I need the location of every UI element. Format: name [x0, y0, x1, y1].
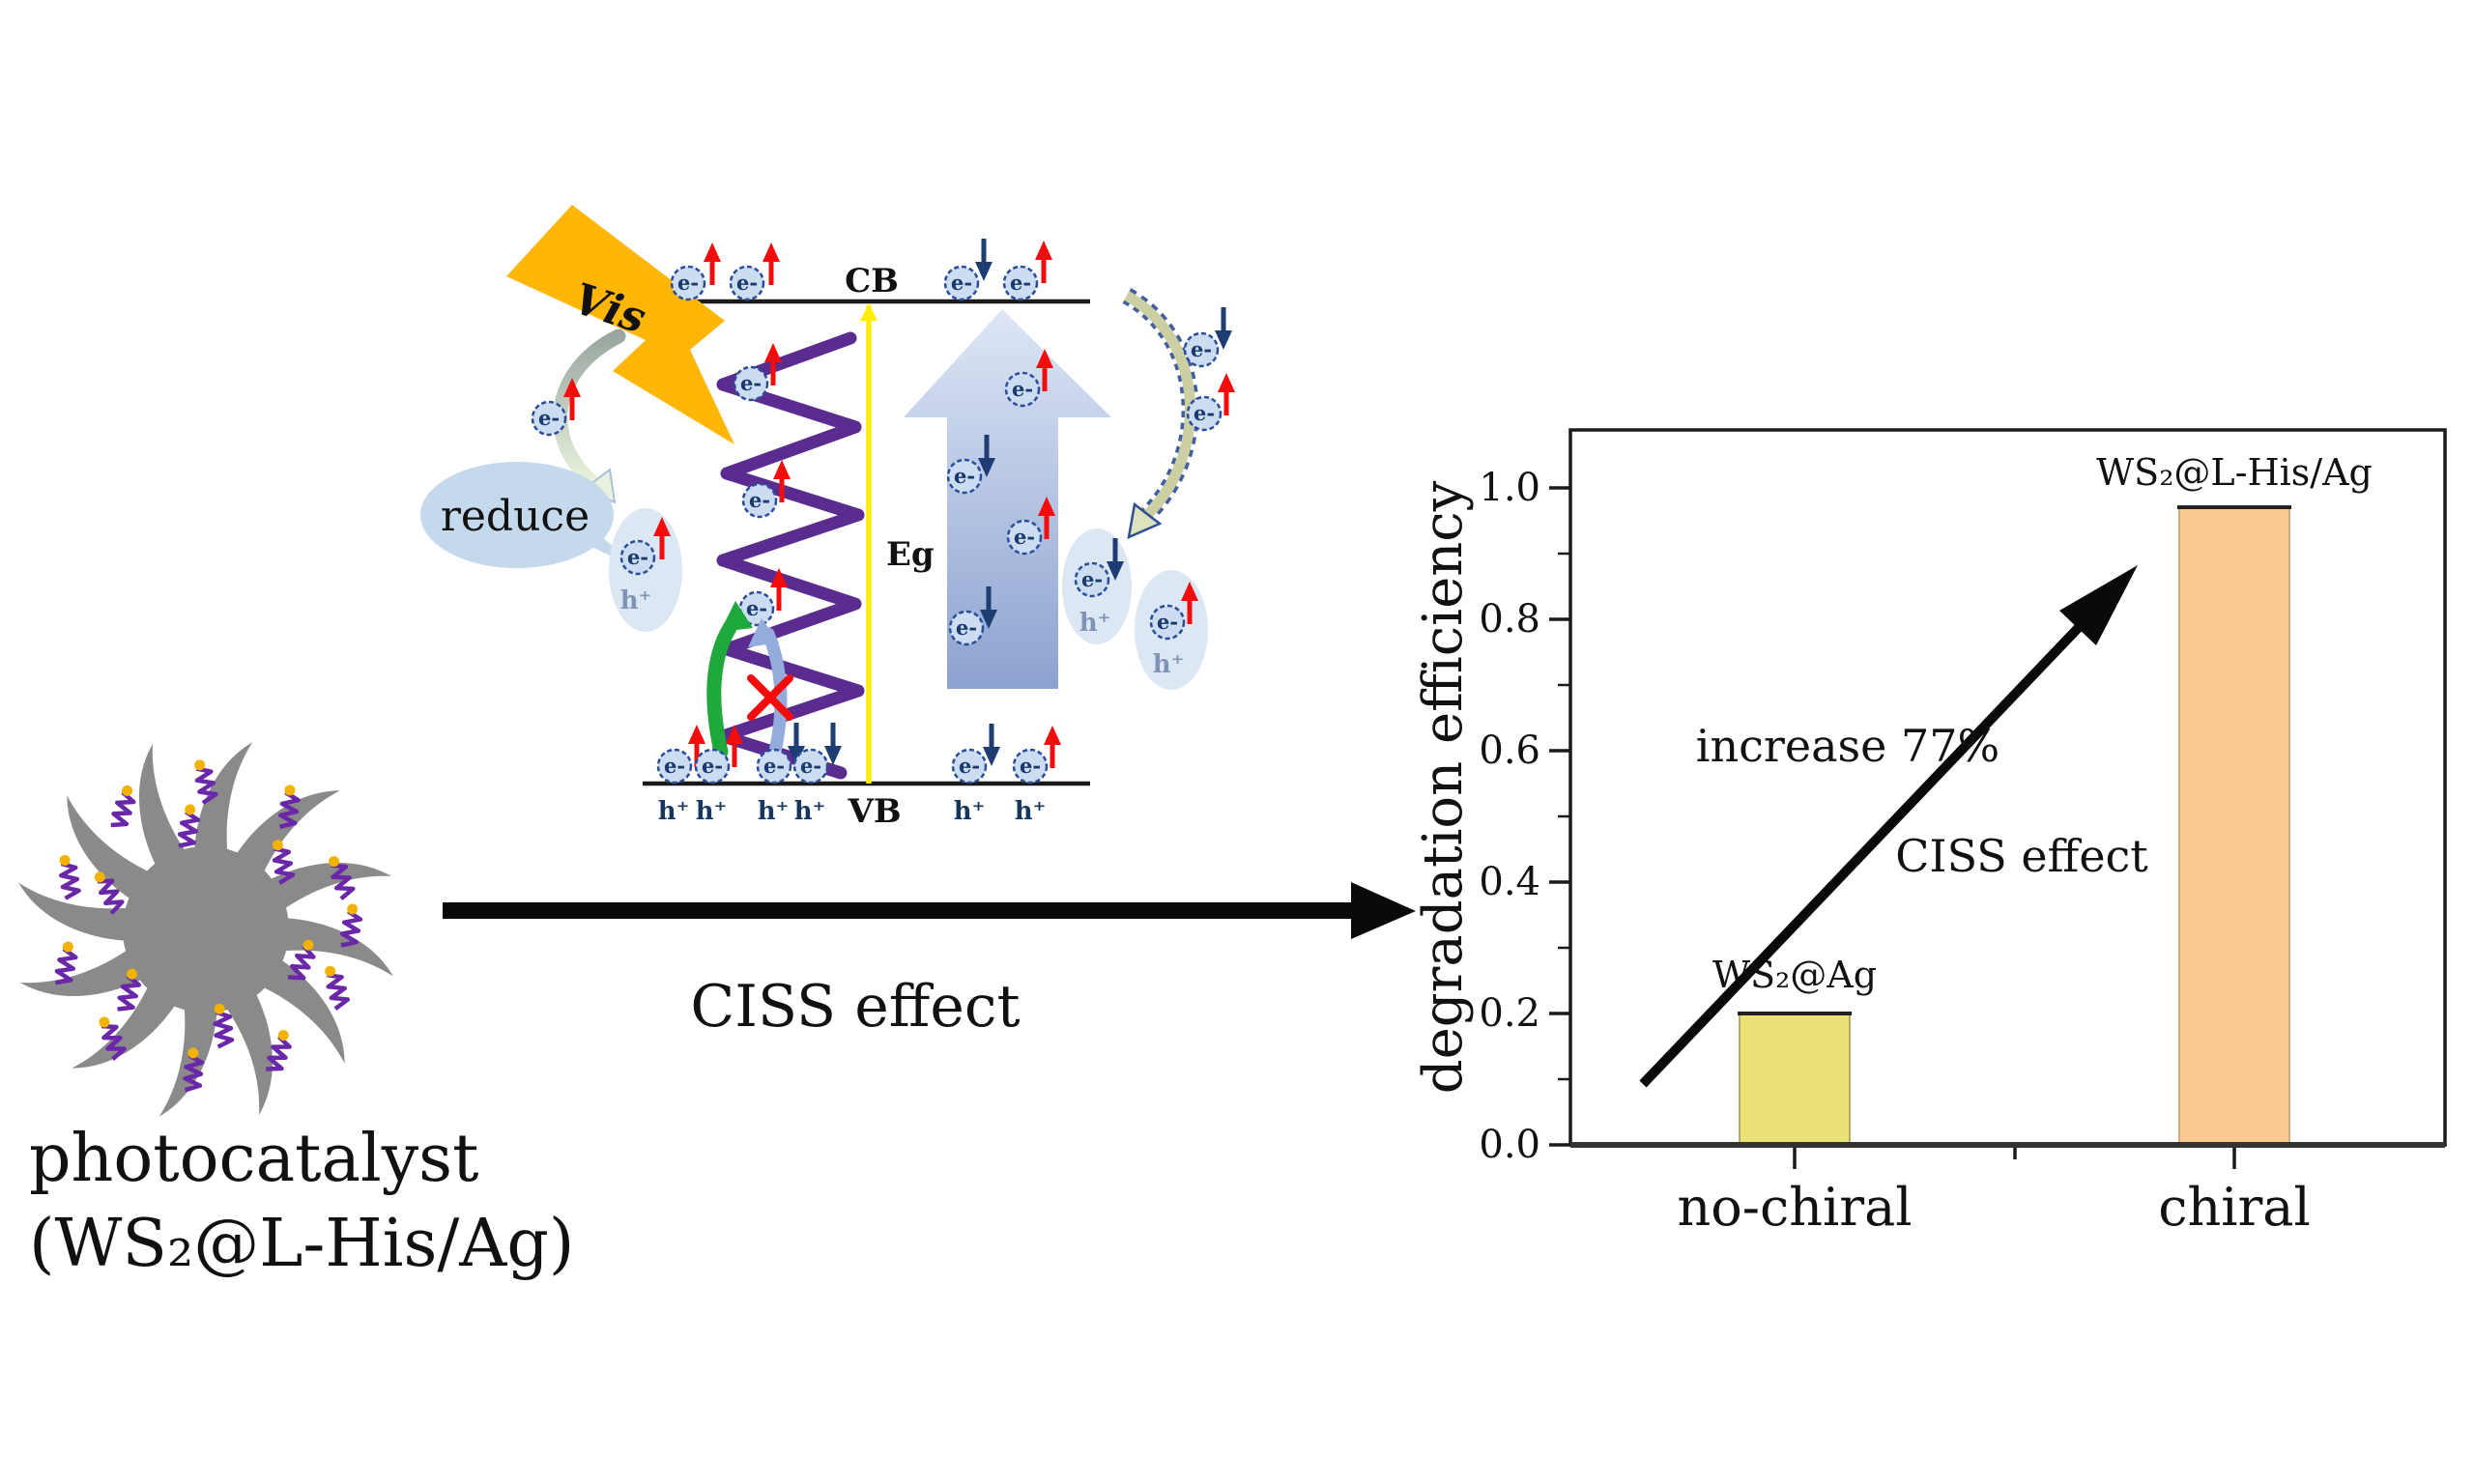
hole-label: [1014, 797, 1047, 826]
ytick-label-2: 0.4: [1479, 860, 1540, 904]
cb-electrons-left: [670, 243, 780, 301]
electron-icon: [1074, 561, 1110, 598]
annotation-increase: increase 77%: [1696, 720, 1999, 772]
hole-label: [619, 586, 652, 615]
electron-icon: [951, 748, 988, 785]
black-arrow-icon: [443, 882, 1416, 939]
spin-up-icon: [1044, 726, 1061, 768]
band-diagram: CB VB Eg Vis reduce: [420, 205, 1235, 831]
reduce-bubble: reduce: [420, 462, 646, 573]
electron-icon: [1004, 371, 1041, 408]
blue-arrowhead-icon: [748, 618, 779, 647]
blocked-x-icon: [747, 674, 793, 721]
spin-down-icon: [975, 239, 992, 281]
degradation-chart: 0.0 0.2 0.4 0.6 0.8 1.0 no-chiral chiral…: [1412, 428, 2447, 1238]
eh-pair-right-2: [1135, 570, 1208, 690]
hole-label: [1079, 609, 1111, 638]
y-minor-ticks: [1558, 552, 1570, 1081]
y-major-ticks: [1549, 486, 1570, 1147]
electron-icon: [733, 365, 769, 402]
spin-up-icon: [704, 243, 721, 285]
electron-icon: [948, 610, 985, 646]
cb-electrons-right: [943, 239, 1052, 301]
hole-label: [657, 797, 690, 826]
spin-selective-arrows: [706, 601, 793, 759]
electron-icon: [619, 539, 656, 576]
electron-icon: [1149, 604, 1186, 641]
ytick-label-3: 0.6: [1479, 728, 1540, 773]
electron-icon: [1183, 331, 1220, 368]
category-no-chiral: no-chiral: [1677, 1177, 1912, 1238]
electron-icon: [1006, 519, 1043, 556]
ytick-label-1: 0.2: [1479, 991, 1540, 1036]
electron-icon: [741, 482, 778, 519]
increase-arrowhead-icon: [2059, 565, 2138, 645]
electron-icon: [694, 748, 731, 785]
spin-up-transport-arrow: [904, 309, 1111, 689]
pinwheel-blades: [12, 735, 400, 1124]
electron-icon: [792, 748, 829, 785]
hole-label: [953, 797, 986, 826]
increase-arrow: [1639, 565, 2138, 1088]
spin-up-icon: [1035, 241, 1052, 283]
electron-icon: [729, 265, 765, 301]
electron-icon: [1002, 265, 1039, 301]
electron-icon: [670, 265, 706, 301]
eg-label: Eg: [886, 535, 935, 574]
reduce-label: reduce: [441, 492, 590, 541]
bar-label-chiral: WS₂@L-His/Ag: [2096, 451, 2373, 494]
cb-to-pairs-arrow: [1122, 288, 1199, 540]
x-ticks: [1793, 1148, 2236, 1169]
spin-up-icon: [1218, 373, 1235, 415]
y-axis-title: degradation efficiency: [1412, 480, 1475, 1094]
caption-line1: photocatalyst: [29, 1121, 478, 1197]
hole-label: [793, 797, 826, 826]
photocatalyst-caption: photocatalyst (WS₂@L-His/Ag): [29, 1121, 574, 1282]
pinwheel-hub: [123, 846, 289, 1013]
spin-down-icon: [824, 723, 842, 765]
ytick-label-5: 1.0: [1479, 466, 1540, 510]
green-arrowhead-icon: [720, 601, 753, 632]
hole-label: [757, 797, 790, 826]
electron-icon: [531, 400, 567, 437]
electron-icon: [946, 458, 983, 495]
spin-up-icon: [762, 243, 780, 285]
caption-line2: (WS₂@L-His/Ag): [29, 1206, 574, 1282]
electron-icon: [1186, 395, 1223, 432]
bar-chiral: [2178, 506, 2290, 1146]
eh-pair-right-1: [1062, 528, 1132, 644]
photocatalyst-pinwheel: [12, 735, 400, 1124]
annotation-ciss: CISS effect: [1895, 830, 2148, 882]
vb-label: VB: [847, 792, 901, 831]
electron-icon: [656, 748, 693, 785]
ytick-label-0: 0.0: [1479, 1123, 1540, 1167]
electron-icon: [756, 748, 792, 785]
vb-electrons-right: [951, 724, 1061, 826]
cb-label: CB: [845, 262, 899, 300]
electron-icon: [943, 265, 980, 301]
chiral-helix-icon: [716, 331, 865, 780]
ciss-main-arrow: CISS effect: [443, 882, 1416, 1041]
eg-arrowhead-icon: [860, 303, 877, 321]
ciss-main-label: CISS effect: [690, 973, 1020, 1041]
bar-no-chiral: [1739, 1013, 1851, 1146]
plot-frame: [1568, 428, 2447, 1147]
category-chiral: chiral: [2158, 1177, 2311, 1238]
electron-icon: [1012, 748, 1049, 785]
ytick-label-4: 0.8: [1479, 597, 1540, 642]
hole-label: [695, 797, 728, 826]
vis-lightning-icon: [506, 205, 734, 444]
eh-pair-left: [609, 508, 682, 632]
hole-label: [1152, 650, 1185, 679]
